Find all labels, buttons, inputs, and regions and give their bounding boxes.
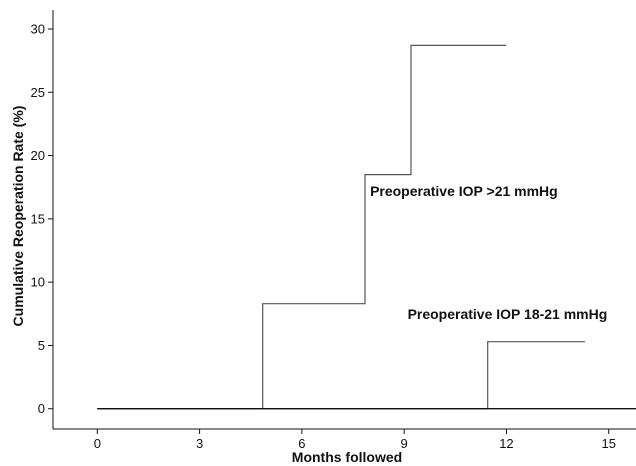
x-tick-label: 3	[196, 436, 203, 451]
y-tick-label: 15	[31, 211, 45, 226]
series-lines	[97, 44, 636, 410]
x-tick-label: 6	[298, 436, 305, 451]
series-line-1	[97, 44, 507, 410]
axes: 0 5 10 15 20 25 30 0 3 6 9 12 15	[31, 10, 636, 451]
y-tick-label: 0	[38, 401, 45, 416]
x-tick-label: 0	[94, 436, 101, 451]
y-tick-label: 30	[31, 21, 45, 36]
annotations: Preoperative IOP >21 mmHg Preoperative IO…	[370, 183, 607, 322]
y-tick-label: 5	[38, 338, 45, 353]
x-axis-label: Months followed	[292, 449, 402, 465]
series-annotation-1: Preoperative IOP >21 mmHg	[370, 183, 558, 199]
y-tick-label: 25	[31, 85, 45, 100]
series-annotation-2: Preoperative IOP 18-21 mmHg	[408, 306, 608, 322]
x-tick-label: 9	[401, 436, 408, 451]
y-tick-label: 20	[31, 148, 45, 163]
x-tick-label: 15	[601, 436, 615, 451]
series-line-2	[97, 341, 585, 410]
x-tick-label: 12	[499, 436, 513, 451]
y-tick-label: 10	[31, 275, 45, 290]
y-axis-label: Cumulative Reoperation Rate (%)	[10, 106, 26, 327]
